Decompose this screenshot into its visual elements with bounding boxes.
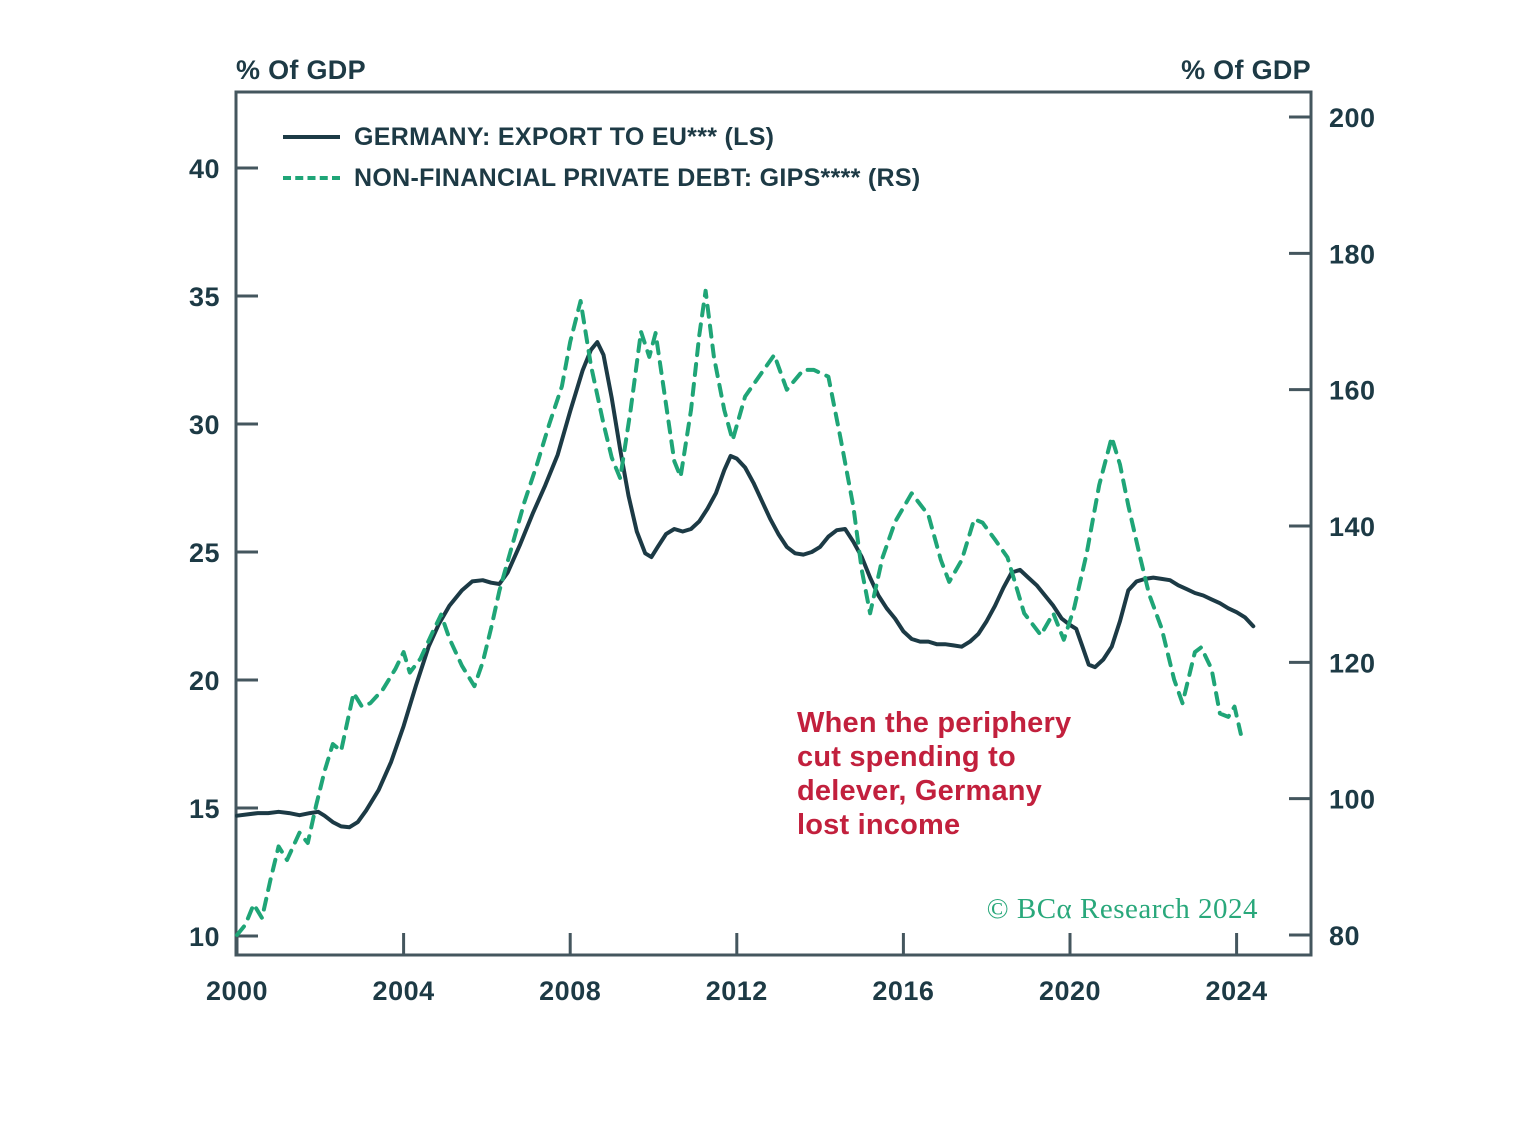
- annotation-text: When the periphery cut spending to delev…: [797, 706, 1071, 842]
- x-axis-tick-label: 2000: [206, 976, 268, 1006]
- right-axis-tick-label: 80: [1329, 921, 1360, 951]
- x-axis-tick-label: 2024: [1206, 976, 1268, 1006]
- right-axis-tick-label: 140: [1329, 512, 1376, 542]
- legend-label: GERMANY: EXPORT TO EU*** (LS): [354, 122, 775, 151]
- x-axis-tick-label: 2004: [373, 976, 435, 1006]
- legend-item-gips-debt: NON-FINANCIAL PRIVATE DEBT: GIPS**** (RS…: [283, 162, 921, 194]
- x-axis-tick-label: 2016: [872, 976, 934, 1006]
- plot-border: [234, 90, 1313, 957]
- x-axis-tick-label: 2020: [1039, 976, 1101, 1006]
- right-axis-tick-label: 120: [1329, 648, 1376, 678]
- right-axis-tick-label: 160: [1329, 376, 1376, 406]
- legend-label: NON-FINANCIAL PRIVATE DEBT: GIPS**** (RS…: [354, 163, 921, 192]
- bca-research-credit: © BCα Research 2024: [986, 893, 1258, 925]
- annotation-line: delever, Germany: [797, 775, 1043, 807]
- left-axis-tick-label: 35: [189, 282, 220, 312]
- left-axis-tick-label: 30: [189, 410, 220, 440]
- annotation-line: cut spending to: [797, 741, 1016, 773]
- annotation-line: When the periphery: [797, 707, 1072, 739]
- legend-item-germany-exports: GERMANY: EXPORT TO EU*** (LS): [283, 121, 921, 153]
- right-axis-title: % Of GDP: [1181, 55, 1311, 85]
- annotation-line: lost income: [797, 809, 961, 841]
- left-axis-tick-label: 10: [189, 922, 220, 952]
- dashed-line-swatch: [283, 176, 340, 180]
- left-axis-tick-label: 15: [189, 794, 220, 824]
- left-axis-tick-label: 25: [189, 538, 220, 568]
- germany-export-line: [235, 340, 1256, 830]
- right-axis-tick-label: 180: [1329, 239, 1376, 269]
- chart-legend: GERMANY: EXPORT TO EU*** (LS) NON-FINANC…: [283, 121, 921, 203]
- right-axis-tick-label: 200: [1329, 103, 1376, 133]
- left-axis-tick-label: 20: [189, 666, 220, 696]
- x-axis-tick-label: 2012: [706, 976, 768, 1006]
- left-axis-tick-label: 40: [189, 154, 220, 184]
- x-axis-tick-label: 2008: [539, 976, 601, 1006]
- right-axis-tick-label: 100: [1329, 785, 1376, 815]
- gips-debt-line: [235, 288, 1243, 937]
- left-axis-title: % Of GDP: [236, 55, 366, 85]
- solid-line-swatch: [283, 135, 340, 139]
